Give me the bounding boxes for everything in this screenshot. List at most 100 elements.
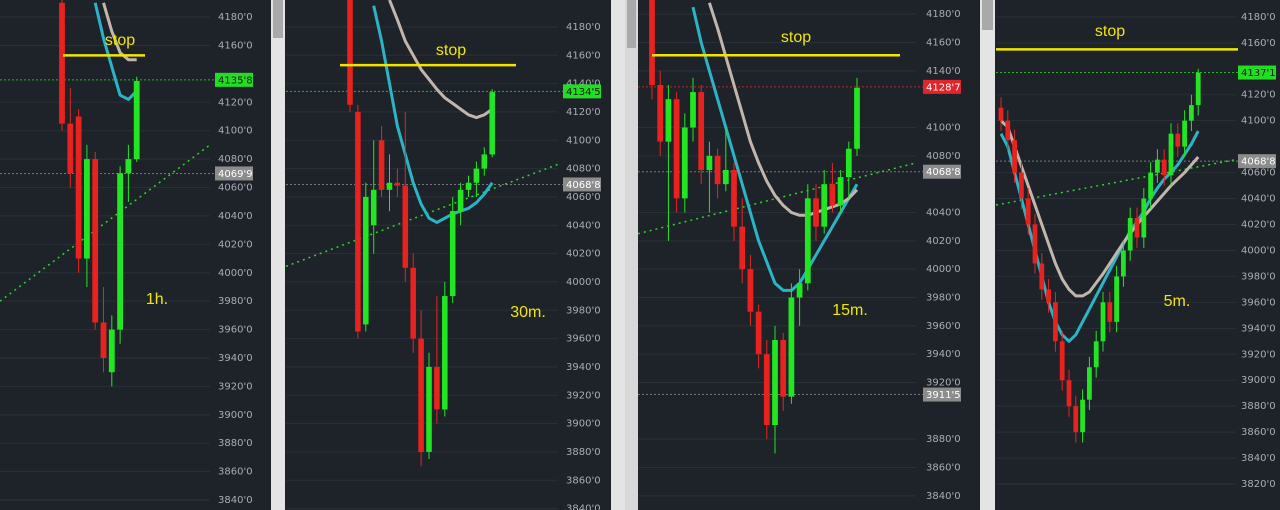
- candle-body: [763, 354, 770, 425]
- trendline: [0, 144, 211, 302]
- candle-body: [108, 329, 115, 373]
- timeframe-label: 30m.: [510, 304, 546, 321]
- candle-body: [117, 173, 124, 330]
- y-tick-label: 3980'0: [1241, 271, 1276, 282]
- candle-body: [1066, 380, 1072, 407]
- y-tick-label: 4120'0: [218, 97, 253, 108]
- candle-body: [1039, 263, 1045, 290]
- y-tick-label: 3900'0: [1241, 375, 1276, 386]
- candle-body: [804, 198, 811, 284]
- candle-body: [821, 184, 828, 227]
- y-tick-label: 3960'0: [566, 334, 601, 345]
- candle-body: [125, 159, 132, 174]
- price-label-box: [215, 166, 253, 181]
- candle-body: [370, 189, 377, 226]
- candle-body: [1121, 250, 1126, 277]
- price-label: 4134'5: [566, 87, 601, 98]
- candle-body: [434, 366, 440, 410]
- moving-average: [388, 0, 494, 120]
- candle-body: [100, 322, 107, 358]
- y-tick-label: 3880'0: [218, 438, 253, 449]
- scrollbar[interactable]: [271, 0, 285, 510]
- y-tick-label: 4160'0: [926, 38, 961, 49]
- y-tick-label: 3940'0: [926, 349, 961, 360]
- moving-average: [691, 6, 859, 292]
- candle-body: [1189, 105, 1194, 121]
- y-tick-label: 4040'0: [1241, 194, 1276, 205]
- price-label: 4137'1: [1241, 68, 1276, 79]
- candle-body: [418, 338, 424, 452]
- price-label-box: [923, 164, 961, 179]
- price-label: 4068'8: [566, 180, 601, 191]
- candle-body: [1087, 367, 1092, 400]
- y-tick-label: 4040'0: [566, 220, 601, 231]
- candle-body: [1073, 406, 1079, 433]
- candle-body: [1175, 133, 1181, 147]
- y-tick-label: 3900'0: [566, 419, 601, 430]
- y-tick-label: 3980'0: [218, 296, 253, 307]
- y-tick-label: 3920'0: [1241, 349, 1276, 360]
- price-label: 4135'8: [218, 75, 253, 86]
- candle-body: [1046, 289, 1051, 303]
- price-label: 4069'9: [218, 169, 253, 180]
- y-tick-label: 4040'0: [926, 208, 961, 219]
- y-tick-label: 3860'0: [926, 463, 961, 474]
- candle-body: [845, 148, 852, 178]
- candle-body: [465, 182, 472, 190]
- candle-body: [410, 267, 416, 339]
- y-tick-label: 4020'0: [566, 249, 601, 260]
- price-label: 4128'7: [926, 82, 961, 93]
- y-tick-label: 3920'0: [218, 381, 253, 392]
- y-tick-label: 4060'0: [218, 183, 253, 194]
- candle-body: [1155, 159, 1160, 173]
- scroll-thumb[interactable]: [627, 0, 636, 48]
- trendline: [285, 163, 559, 268]
- price-label: 3911'5: [926, 390, 961, 401]
- y-tick-label: 4140'0: [926, 66, 961, 77]
- candle-body: [402, 185, 409, 268]
- candle-body: [442, 296, 448, 410]
- candle-body: [706, 155, 713, 170]
- y-tick-label: 3820'0: [1241, 479, 1276, 490]
- price-label: 4068'8: [926, 167, 961, 178]
- moving-average: [372, 5, 494, 224]
- scrollbar[interactable]: [625, 0, 638, 510]
- candle-body: [1127, 218, 1133, 251]
- price-label-box: [1238, 65, 1276, 80]
- candle-body: [378, 140, 385, 190]
- y-tick-label: 4040'0: [218, 211, 253, 222]
- candle-body: [1134, 218, 1140, 238]
- candle-body: [788, 297, 795, 397]
- candle-body: [489, 92, 495, 155]
- y-tick-label: 4100'0: [218, 126, 253, 137]
- scroll-thumb[interactable]: [982, 0, 993, 30]
- candle-body: [772, 340, 778, 425]
- y-tick-label: 4120'0: [1241, 90, 1276, 101]
- y-tick-label: 4100'0: [926, 123, 961, 134]
- y-tick-label: 4060'0: [566, 192, 601, 203]
- scrollbar[interactable]: [980, 0, 995, 510]
- scroll-thumb[interactable]: [273, 0, 283, 38]
- price-label-box: [923, 79, 961, 94]
- moving-average: [93, 2, 138, 101]
- timeframe-label: 15m.: [832, 302, 868, 319]
- candle-body: [75, 116, 82, 259]
- y-tick-label: 3900'0: [218, 410, 253, 421]
- y-tick-label: 4160'0: [218, 40, 253, 51]
- y-tick-label: 3860'0: [1241, 427, 1276, 438]
- candle-body: [1059, 341, 1065, 381]
- y-tick-label: 4020'0: [926, 236, 961, 247]
- y-tick-label: 4060'0: [1241, 168, 1276, 179]
- y-tick-label: 4180'0: [566, 22, 601, 33]
- y-tick-label: 4140'0: [566, 79, 601, 90]
- candle-body: [1080, 399, 1085, 433]
- candle-body: [665, 99, 672, 142]
- candle-body: [1114, 276, 1119, 322]
- scrollbar[interactable]: [611, 0, 625, 510]
- candle-body: [698, 92, 705, 170]
- candle-body: [731, 170, 737, 227]
- y-tick-label: 4100'0: [566, 135, 601, 146]
- y-tick-label: 3980'0: [926, 293, 961, 304]
- y-tick-label: 3880'0: [566, 447, 601, 458]
